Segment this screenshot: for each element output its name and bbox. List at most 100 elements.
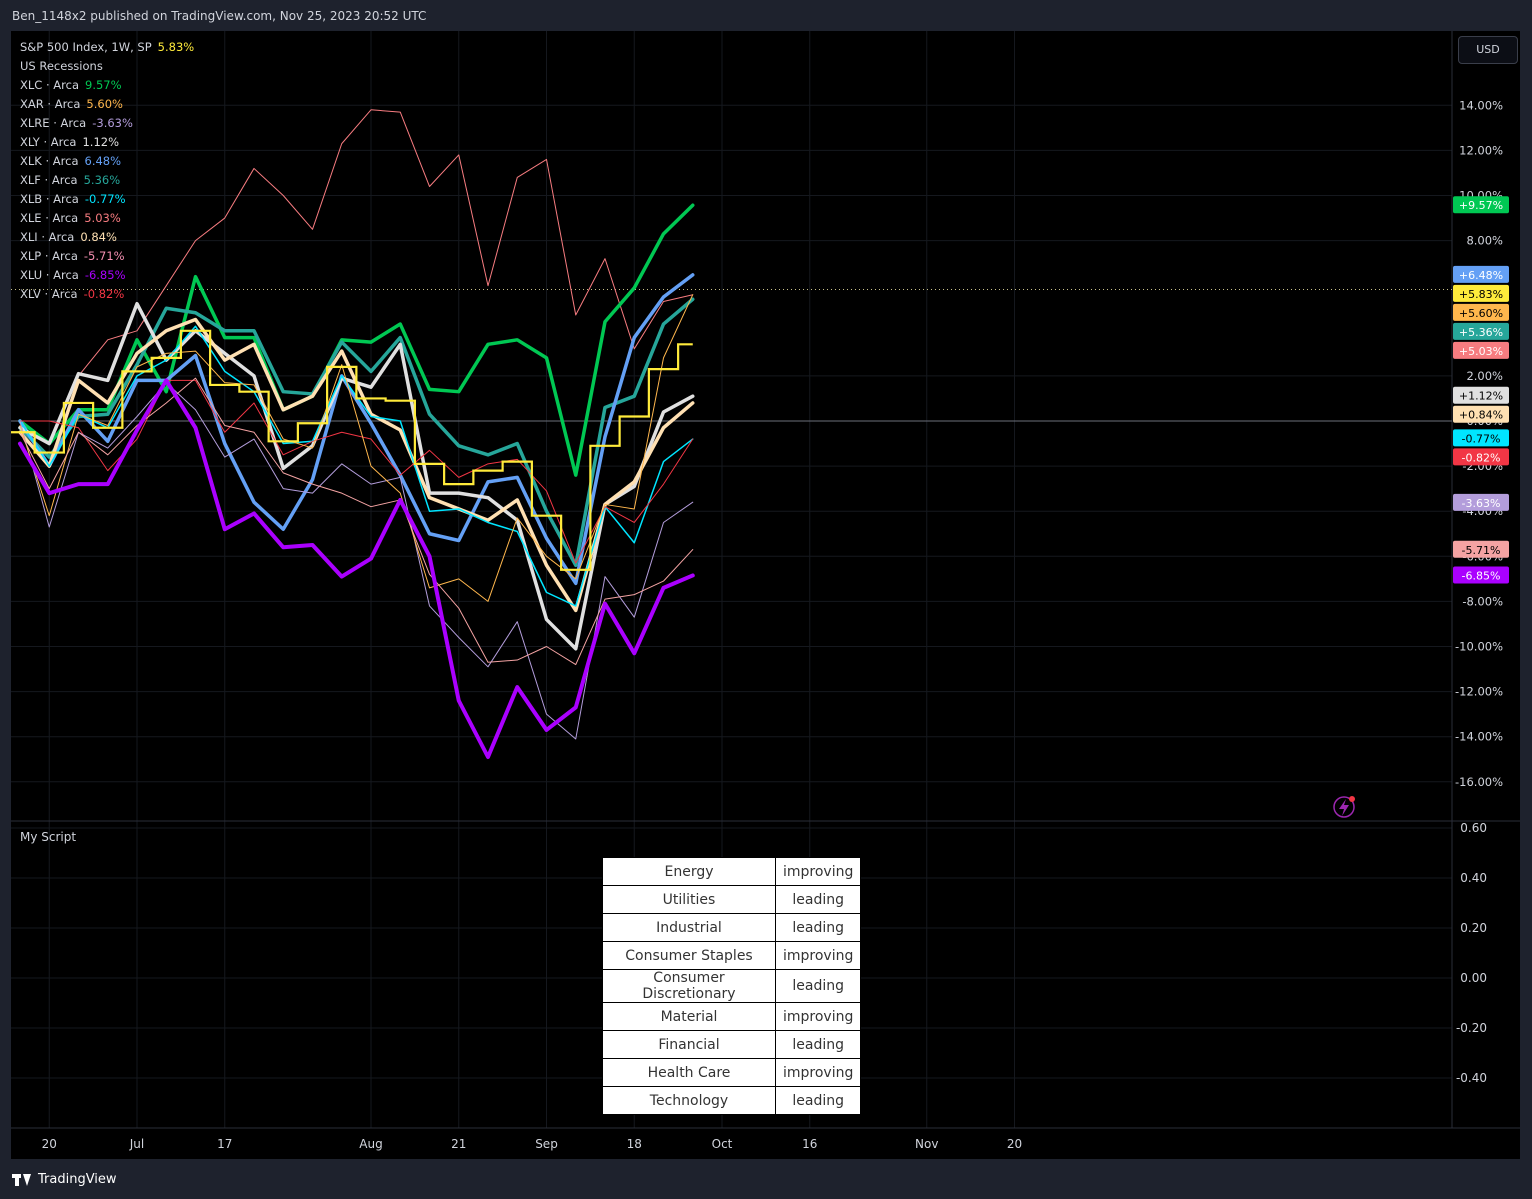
- axis-value-badge: [1453, 284, 1509, 302]
- legend-row[interactable]: XLY · Arca 1.12%: [20, 133, 194, 152]
- legend-row[interactable]: US Recessions: [20, 57, 194, 76]
- subpane-tick-label: 0.60: [1460, 821, 1487, 835]
- legend-row[interactable]: XLV · Arca -0.82%: [20, 285, 194, 304]
- x-tick-label: 16: [802, 1137, 817, 1151]
- axis-value-text: -6.85%: [1462, 569, 1501, 582]
- legend-row[interactable]: XAR · Arca 5.60%: [20, 95, 194, 114]
- y-tick-label: -16.00%: [1455, 775, 1503, 789]
- subpane-tick-label: 0.00: [1460, 971, 1487, 985]
- axis-value-text: +1.12%: [1459, 390, 1503, 403]
- legend-row[interactable]: XLC · Arca 9.57%: [20, 76, 194, 95]
- legend-row[interactable]: XLRE · Arca -3.63%: [20, 114, 194, 133]
- tradingview-icon: [12, 1173, 32, 1186]
- subpane-tick-label: 0.20: [1460, 921, 1487, 935]
- legend-value: -5.71%: [83, 249, 125, 263]
- axis-value-text: -3.63%: [1462, 497, 1501, 510]
- x-tick-label: 20: [42, 1137, 57, 1151]
- sector-status: leading: [774, 1086, 862, 1115]
- subpane-tick-label: -0.40: [1456, 1071, 1487, 1085]
- x-tick-label: Nov: [915, 1137, 938, 1151]
- legend-label: XAR · Arca: [20, 97, 81, 111]
- axis-value-badge: [1453, 405, 1509, 423]
- axis-value-badge: [1453, 303, 1509, 321]
- legend-value: 9.57%: [85, 78, 122, 92]
- y-tick-label: 2.00%: [1466, 369, 1503, 383]
- notification-dot-icon: [1349, 796, 1355, 802]
- legend-label: XLU · Arca: [20, 268, 79, 282]
- flash-icon: [1333, 796, 1355, 818]
- legend-row[interactable]: S&P 500 Index, 1W, SP 5.83%: [20, 38, 194, 57]
- axis-value-badge: [1453, 429, 1509, 447]
- legend-row[interactable]: XLE · Arca 5.03%: [20, 209, 194, 228]
- axis-value-text: +5.03%: [1459, 345, 1503, 358]
- legend-label: XLK · Arca: [20, 154, 79, 168]
- y-tick-label: -10.00%: [1455, 640, 1503, 654]
- subpane-tick-label: -0.20: [1456, 1021, 1487, 1035]
- sector-status: leading: [774, 913, 862, 942]
- series-line-xlu: [18, 378, 695, 759]
- axis-value-text: +5.83%: [1459, 288, 1503, 301]
- axis-value-text: -0.82%: [1462, 451, 1501, 464]
- legend-value: -0.77%: [84, 192, 126, 206]
- subpane-tick-label: 0.40: [1460, 871, 1487, 885]
- x-tick-label: 20: [1007, 1137, 1022, 1151]
- legend-value: -0.82%: [83, 287, 125, 301]
- x-tick-label: 17: [217, 1137, 232, 1151]
- sector-name: Consumer Discretionary: [602, 969, 776, 1003]
- sector-name: Financial: [602, 1030, 776, 1059]
- legend-label: XLV · Arca: [20, 287, 78, 301]
- legend-label: XLC · Arca: [20, 78, 79, 92]
- x-tick-label: Aug: [359, 1137, 382, 1151]
- sector-status: improving: [774, 1002, 862, 1031]
- axis-value-badge: [1453, 196, 1509, 214]
- tradingview-logo[interactable]: TradingView: [12, 1172, 117, 1187]
- x-tick-label: 21: [451, 1137, 466, 1151]
- legend-value: 6.48%: [84, 154, 122, 168]
- y-tick-label: -14.00%: [1455, 730, 1503, 744]
- axis-value-badge: [1453, 540, 1509, 558]
- legend-label: S&P 500 Index, 1W, SP: [20, 40, 152, 54]
- axis-value-text: +5.60%: [1459, 307, 1503, 320]
- subpane-title: My Script: [20, 830, 77, 844]
- sector-name: Technology: [602, 1086, 776, 1115]
- y-tick-label: 8.00%: [1466, 234, 1503, 248]
- axis-value-badge: [1453, 322, 1509, 340]
- legend-label: XLI · Arca: [20, 230, 75, 244]
- axis-value-badge: [1453, 448, 1509, 466]
- axis-value-text: +0.84%: [1459, 409, 1503, 422]
- sector-row: Utilities leading: [602, 885, 862, 914]
- sector-row: Financial leading: [602, 1030, 862, 1059]
- legend-label: US Recessions: [20, 59, 103, 73]
- sector-status: leading: [774, 1030, 862, 1059]
- currency-button[interactable]: USD: [1458, 36, 1518, 64]
- sector-status: leading: [774, 885, 862, 914]
- sector-status: improving: [774, 941, 862, 970]
- legend-label: XLY · Arca: [20, 135, 77, 149]
- sector-row: Material improving: [602, 1002, 862, 1031]
- axis-value-text: +5.36%: [1459, 326, 1503, 339]
- legend-row[interactable]: XLI · Arca 0.84%: [20, 228, 194, 247]
- legend-value: 1.12%: [82, 135, 120, 149]
- legend-row[interactable]: XLP · Arca -5.71%: [20, 247, 194, 266]
- sector-name: Utilities: [602, 885, 776, 914]
- x-tick-label: Sep: [535, 1137, 558, 1151]
- series-line-xlv: [19, 379, 694, 564]
- sector-name: Consumer Staples: [602, 941, 776, 970]
- series-line-xle: [19, 109, 694, 445]
- footer-bar: TradingView: [0, 1160, 1532, 1199]
- series-line-xlp: [19, 377, 694, 666]
- sector-status: improving: [774, 1058, 862, 1087]
- legend-row[interactable]: XLU · Arca -6.85%: [20, 266, 194, 285]
- axis-value-badge: [1453, 493, 1509, 511]
- legend-row[interactable]: XLB · Arca -0.77%: [20, 190, 194, 209]
- series-line-xlre: [19, 382, 694, 740]
- legend-label: XLRE · Arca: [20, 116, 87, 130]
- legend-label: XLE · Arca: [20, 211, 79, 225]
- legend-row[interactable]: XLK · Arca 6.48%: [20, 152, 194, 171]
- sector-row: Consumer Staples improving: [602, 941, 862, 970]
- x-tick-label: Jul: [129, 1137, 144, 1151]
- sector-status: leading: [774, 969, 862, 1003]
- sector-row: Health Care improving: [602, 1058, 862, 1087]
- legend-row[interactable]: XLF · Arca 5.36%: [20, 171, 194, 190]
